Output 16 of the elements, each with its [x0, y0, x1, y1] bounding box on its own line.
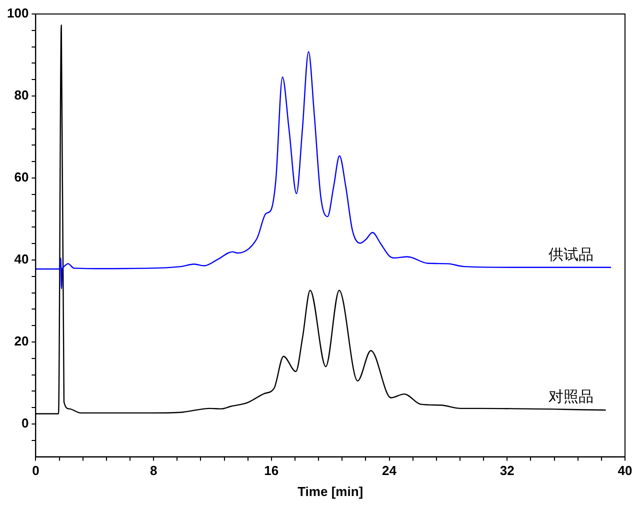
annotation: 对照品: [548, 388, 594, 406]
x-tick-label: 8: [150, 463, 158, 478]
x-tick-label: 16: [264, 463, 279, 478]
y-tick-label: 0: [21, 416, 29, 431]
line-series: [36, 51, 612, 290]
annotation: 供试品: [548, 246, 594, 264]
y-tick-label: 80: [14, 88, 29, 103]
x-tick-label: 32: [500, 463, 514, 478]
x-tick-label: 24: [382, 463, 398, 478]
x-tick-label: 40: [618, 463, 632, 478]
y-tick-label: 60: [14, 170, 29, 185]
y-tick-label: 100: [6, 6, 29, 21]
y-tick-label: 40: [14, 252, 29, 267]
y-tick-label: 20: [14, 334, 29, 349]
x-axis-title: Time [min]: [298, 484, 364, 499]
x-tick-label: 0: [32, 463, 40, 478]
